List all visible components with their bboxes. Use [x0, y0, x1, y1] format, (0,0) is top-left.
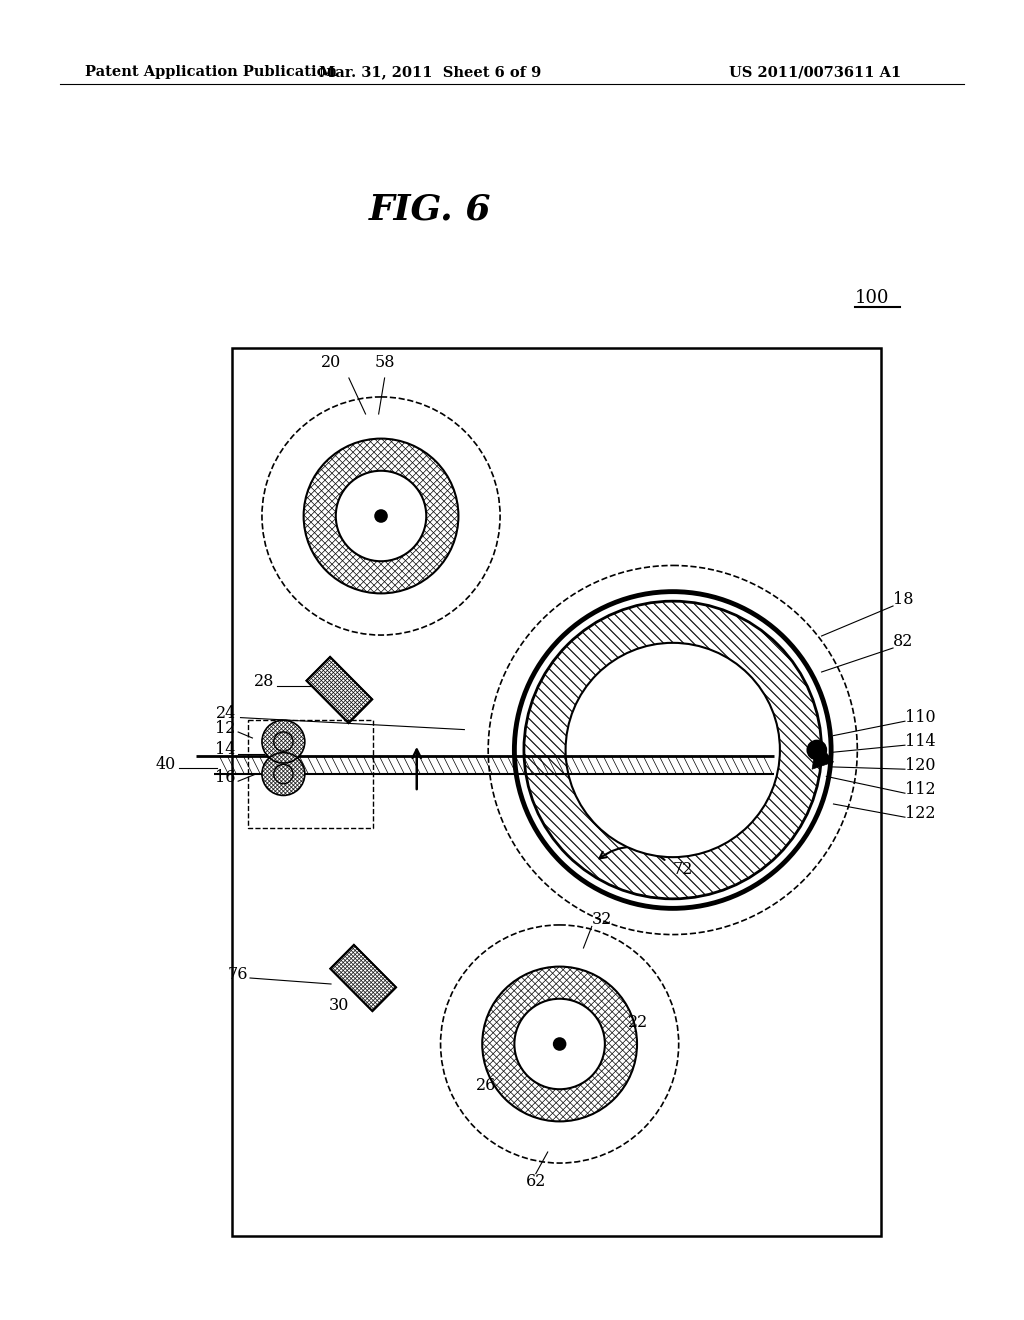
Circle shape [336, 471, 426, 561]
Text: 82: 82 [893, 634, 913, 651]
Text: Mar. 31, 2011  Sheet 6 of 9: Mar. 31, 2011 Sheet 6 of 9 [318, 65, 542, 79]
Text: 30: 30 [329, 997, 349, 1014]
Polygon shape [306, 657, 372, 723]
Circle shape [807, 741, 826, 759]
Text: 112: 112 [905, 781, 936, 799]
Text: FIG. 6: FIG. 6 [369, 193, 492, 227]
Circle shape [554, 1038, 565, 1049]
Circle shape [262, 752, 305, 796]
Text: 122: 122 [905, 805, 936, 822]
Polygon shape [331, 945, 396, 1011]
Text: 20: 20 [321, 354, 341, 371]
Text: Patent Application Publication: Patent Application Publication [85, 65, 337, 79]
Text: 58: 58 [375, 354, 395, 371]
Text: 110: 110 [905, 709, 936, 726]
Text: 74: 74 [685, 829, 706, 846]
Polygon shape [812, 741, 834, 770]
Text: 22: 22 [628, 1014, 648, 1031]
Text: 16: 16 [215, 770, 236, 787]
Circle shape [514, 999, 605, 1089]
Bar [232, 348, 881, 1236]
Text: 72: 72 [673, 862, 693, 879]
Text: 120: 120 [905, 758, 936, 774]
Text: 26: 26 [476, 1077, 497, 1094]
Text: 28: 28 [254, 673, 273, 690]
Text: 100: 100 [855, 289, 890, 308]
Text: 40: 40 [156, 756, 176, 774]
Text: 12: 12 [215, 719, 236, 737]
Text: 114: 114 [905, 733, 936, 750]
Text: 14: 14 [215, 742, 236, 759]
Circle shape [514, 999, 605, 1089]
Circle shape [304, 438, 459, 594]
Text: US 2011/0073611 A1: US 2011/0073611 A1 [729, 65, 901, 79]
Circle shape [336, 471, 426, 561]
Text: 62: 62 [525, 1173, 546, 1191]
Text: 24: 24 [215, 705, 236, 722]
Bar [248, 719, 373, 828]
Circle shape [262, 721, 305, 763]
Circle shape [565, 643, 780, 857]
Text: 18: 18 [893, 591, 913, 609]
Circle shape [524, 601, 821, 899]
Circle shape [482, 966, 637, 1122]
Text: 76: 76 [227, 966, 248, 983]
Circle shape [375, 510, 387, 521]
Text: 32: 32 [592, 911, 612, 928]
